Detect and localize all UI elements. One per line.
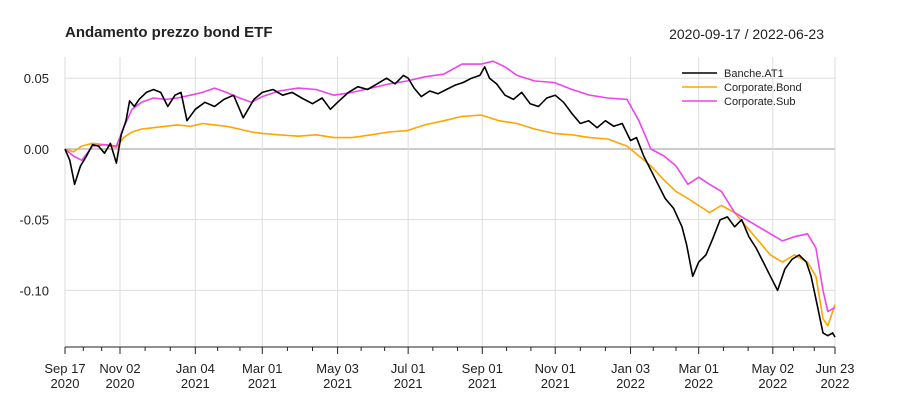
x-tick-label-year: 2021 bbox=[248, 376, 277, 391]
series-line-corporate-bond bbox=[64, 114, 836, 327]
x-tick-label: Jan 03 bbox=[611, 361, 650, 376]
x-tick-label-year: 2020 bbox=[106, 376, 135, 391]
x-tick-label-year: 2021 bbox=[394, 376, 423, 391]
x-tick-label: May 02 bbox=[752, 361, 795, 376]
x-tick-label: Sep 17 bbox=[44, 361, 85, 376]
x-tick-label-year: 2022 bbox=[758, 376, 787, 391]
x-tick-label: Jul 01 bbox=[391, 361, 426, 376]
x-tick-label: May 03 bbox=[316, 361, 359, 376]
x-tick-label-year: 2020 bbox=[51, 376, 80, 391]
legend-label: Banche.AT1 bbox=[724, 68, 784, 80]
y-tick-label: -0.10 bbox=[19, 283, 49, 298]
x-tick-label-year: 2021 bbox=[323, 376, 352, 391]
chart-title: Andamento prezzo bond ETF bbox=[65, 24, 273, 41]
x-tick-label-year: 2022 bbox=[684, 376, 713, 391]
series-line-corporate-sub bbox=[64, 60, 836, 313]
x-tick-label-year: 2022 bbox=[616, 376, 645, 391]
x-tick-label: Nov 02 bbox=[99, 361, 140, 376]
series-line-banche-at1 bbox=[64, 66, 836, 338]
x-tick-label-year: 2022 bbox=[821, 376, 850, 391]
x-tick-label: Sep 01 bbox=[462, 361, 503, 376]
y-tick-label: 0.05 bbox=[24, 71, 49, 86]
x-tick-label-year: 2021 bbox=[468, 376, 497, 391]
legend-label: Corporate.Bond bbox=[724, 82, 802, 94]
x-tick-label: Jun 23 bbox=[815, 361, 854, 376]
x-tick-label: Nov 01 bbox=[535, 361, 576, 376]
date-range-label: 2020-09-17 / 2022-06-23 bbox=[669, 26, 824, 42]
x-tick-label: Mar 01 bbox=[678, 361, 718, 376]
x-tick-label-year: 2021 bbox=[541, 376, 570, 391]
legend-label: Corporate.Sub bbox=[724, 96, 796, 108]
x-tick-label: Jan 04 bbox=[176, 361, 215, 376]
x-tick-label: Mar 01 bbox=[242, 361, 282, 376]
y-tick-label: -0.05 bbox=[19, 213, 49, 228]
y-tick-label: 0.00 bbox=[24, 142, 49, 157]
x-tick-label-year: 2021 bbox=[181, 376, 210, 391]
